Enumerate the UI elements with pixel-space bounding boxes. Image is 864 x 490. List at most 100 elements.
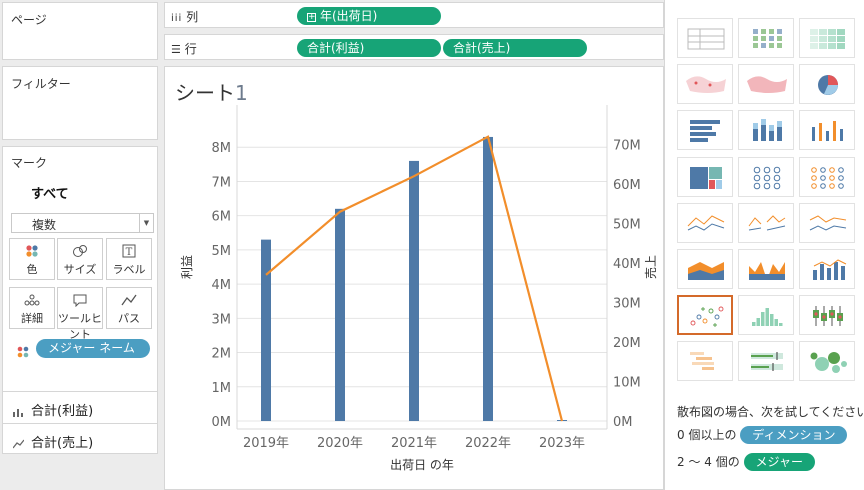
left-axis-tick-label: 0M (212, 415, 232, 430)
path-button-label: パス (118, 312, 140, 325)
marks-section-sales-label: 合計(売上) (31, 436, 94, 451)
show-me-dual-lines[interactable] (799, 203, 855, 243)
expand-plus-icon: + (307, 12, 316, 22)
side-by-side-circles-icon (811, 167, 844, 189)
histogram-icon (752, 308, 783, 326)
x-axis-title: 出荷日 の年 (390, 458, 454, 472)
measure-names-pill[interactable]: メジャー ネーム (36, 339, 150, 358)
pages-card[interactable]: ページ (2, 2, 158, 60)
columns-icon: iii (171, 13, 183, 24)
left-axis-title: 利益 (180, 255, 194, 279)
marks-card: マーク すべて 複数 ▼ 色 サイズ T ラベル (2, 146, 158, 454)
mark-type-dropdown[interactable]: 複数 ▼ (11, 213, 154, 233)
box-and-whisker-icon (813, 306, 843, 326)
show-me-scatter-plot[interactable] (677, 295, 733, 335)
columns-shelf-label: iii 列 (171, 10, 199, 24)
x-axis-tick-label: 2019年 (243, 436, 289, 451)
x-axis-tick-label: 2022年 (465, 436, 511, 451)
path-button[interactable]: パス (106, 287, 152, 329)
show-me-gantt[interactable] (677, 341, 733, 381)
gantt-icon (690, 352, 714, 370)
marks-section-sales[interactable]: 合計(売上) (3, 423, 157, 455)
row-pill-sales[interactable]: 合計(売上) (443, 39, 587, 57)
right-axis-tick-label: 40M (613, 257, 641, 272)
line-chart-icon (12, 434, 25, 453)
row-pill-profit[interactable]: 合計(利益) (297, 39, 441, 57)
color-dots-icon (10, 239, 54, 261)
left-axis-tick-label: 1M (212, 381, 232, 396)
show-me-pie-chart[interactable] (799, 64, 855, 104)
left-axis-tick-label: 6M (212, 210, 232, 225)
show-me-hint-title: 散布図の場合、次を試してください。 (677, 405, 864, 419)
marks-section-profit[interactable]: 合計(利益) (3, 391, 157, 423)
size-button[interactable]: サイズ (57, 238, 103, 280)
right-axis-title: 売上 (643, 255, 658, 279)
show-me-symbol-map[interactable] (677, 64, 733, 104)
color-dots-icon (17, 343, 29, 362)
left-axis-tick-label: 3M (212, 312, 232, 327)
show-me-histogram[interactable] (738, 295, 794, 335)
circle-views-icon (753, 166, 781, 190)
show-me-stacked-bars[interactable] (738, 110, 794, 150)
show-me-dual-combination[interactable] (799, 249, 855, 289)
treemap-icon (690, 167, 722, 189)
scatter-plot-icon (690, 306, 724, 327)
show-me-packed-bubbles[interactable] (799, 341, 855, 381)
show-me-area-discrete[interactable] (738, 249, 794, 289)
show-me-hint-line2: 2 ～ 4 個の メジャー (677, 453, 815, 471)
pages-card-title: ページ (11, 13, 47, 27)
show-me-continuous-lines[interactable] (677, 203, 733, 243)
highlight-table-icon (810, 29, 845, 49)
show-me-bullet-graph[interactable] (738, 341, 794, 381)
area-continuous-icon (688, 262, 724, 280)
mark-type-value: 複数 (32, 218, 57, 232)
filters-card[interactable]: フィルター (2, 66, 158, 140)
dual-lines-icon (809, 215, 847, 231)
left-axis-tick-label: 2M (212, 347, 232, 362)
rows-shelf[interactable]: ☰ 行 合計(利益) 合計(売上) (164, 34, 664, 60)
show-me-heat-map[interactable] (738, 18, 794, 58)
right-axis-tick-label: 60M (613, 178, 641, 193)
show-me-area-continuous[interactable] (677, 249, 733, 289)
marks-all-tab[interactable]: すべて (31, 187, 69, 202)
label-button[interactable]: T ラベル (106, 238, 152, 280)
sheet-title[interactable]: シート1 (175, 81, 248, 105)
detail-button[interactable]: 詳細 (9, 287, 55, 329)
left-axis-tick-label: 8M (212, 141, 232, 156)
stacked-bars-icon (753, 119, 782, 141)
show-me-side-by-side-bars[interactable] (799, 110, 855, 150)
pie-chart-icon (818, 75, 838, 95)
show-me-circle-views[interactable] (738, 157, 794, 197)
show-me-highlight-table[interactable] (799, 18, 855, 58)
bullet-graph-icon (751, 352, 783, 371)
show-me-treemap[interactable] (677, 157, 733, 197)
marks-card-title: マーク (11, 156, 48, 170)
dual-axis-chart[interactable]: 0M 1M 2M 3M 4M 5M 6M 7M 8M 0M 10M 20M 30M 40M 50M 60M 70… (165, 67, 663, 489)
show-me-box-and-whisker[interactable] (799, 295, 855, 335)
show-me-discrete-lines[interactable] (738, 203, 794, 243)
label-button-label: ラベル (112, 263, 146, 276)
columns-shelf[interactable]: iii 列 + 年(出荷日) (164, 2, 664, 28)
show-me-filled-map[interactable] (738, 64, 794, 104)
column-pill-year[interactable]: + 年(出荷日) (297, 7, 441, 25)
left-axis-tick-label: 7M (212, 175, 232, 190)
color-button[interactable]: 色 (9, 238, 55, 280)
area-discrete-icon (749, 262, 785, 280)
show-me-text-table[interactable] (677, 18, 733, 58)
worksheet-view: シート1 0M 1M 2M 3M 4M 5M 6M 7M 8M 0M 10M 20M 30M 40M 50M… (164, 66, 664, 490)
discrete-lines-icon (748, 215, 786, 231)
bar-chart-icon (13, 402, 23, 421)
show-me-side-by-side-circles[interactable] (799, 157, 855, 197)
show-me-horizontal-bars[interactable] (677, 110, 733, 150)
left-axis-tick-label: 4M (212, 278, 232, 293)
horizontal-bars-icon (690, 120, 720, 142)
size-circles-icon (58, 239, 102, 261)
tooltip-button-label: ツールヒント (58, 312, 102, 341)
rows-shelf-label: ☰ 行 (171, 42, 197, 56)
path-line-icon (107, 288, 151, 310)
show-me-hint-line1: 0 個以上の ディメンション (677, 426, 848, 444)
filters-card-title: フィルター (11, 77, 71, 91)
tooltip-button[interactable]: ツールヒント (57, 287, 103, 341)
dual-combination-icon (813, 259, 847, 280)
